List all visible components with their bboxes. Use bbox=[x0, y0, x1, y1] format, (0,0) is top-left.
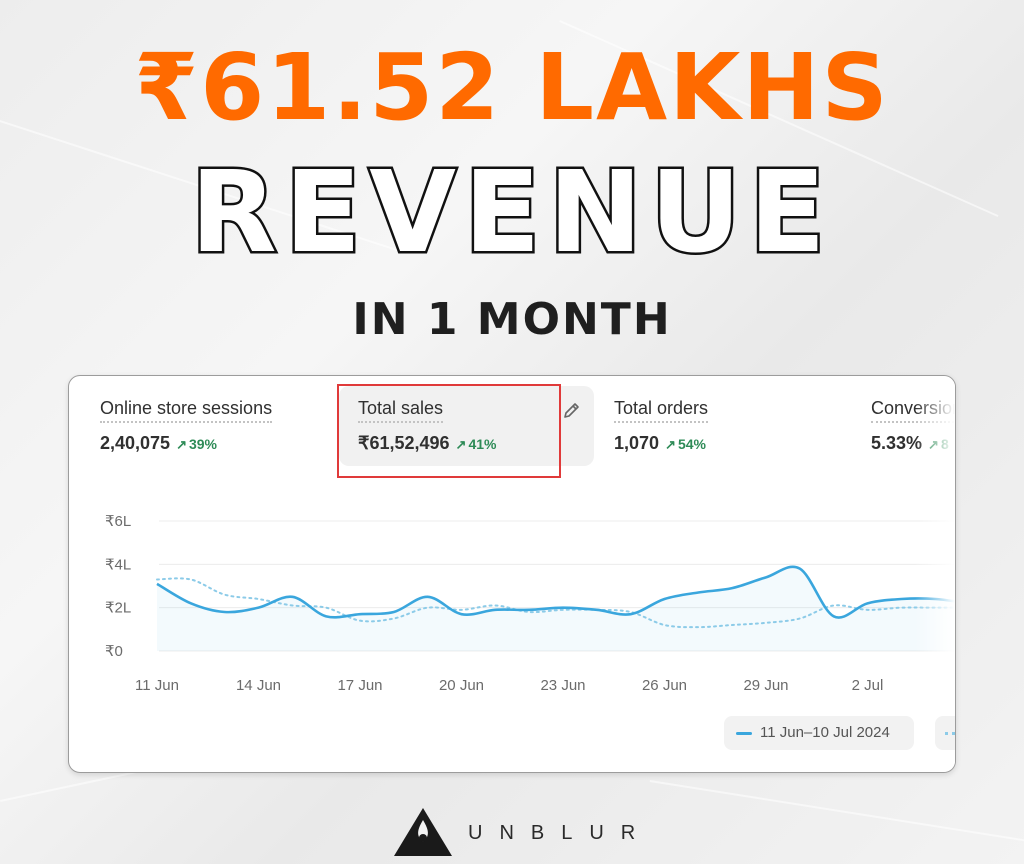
metric-value: ₹61,52,496 ↗ 41% bbox=[358, 433, 496, 454]
y-tick-label: ₹4L bbox=[105, 556, 131, 573]
metric-change: ↗ 54% bbox=[665, 436, 706, 452]
total-sales-highlight-box bbox=[337, 384, 561, 478]
unblur-logo-icon bbox=[394, 808, 452, 856]
x-tick-label: 23 Jun bbox=[540, 677, 585, 694]
x-tick-label: 14 Jun bbox=[236, 677, 281, 694]
chart-series bbox=[156, 565, 955, 651]
y-tick-label: ₹2L bbox=[105, 600, 131, 617]
metric-label: Total orders bbox=[614, 398, 709, 423]
legend-solid-line-icon bbox=[736, 732, 752, 735]
metric-value: 1,070 ↗ 54% bbox=[614, 433, 706, 454]
headline-word: REVENUE bbox=[188, 148, 834, 278]
selected-metric-background bbox=[339, 386, 594, 466]
legend-label: 11 Jun–10 Jul 2024 bbox=[760, 724, 890, 741]
sales-line-chart: ₹6L ₹4L ₹2L ₹0 11 Jun 14 Jun 17 Jun 20 Jun 23 J… bbox=[105, 513, 955, 694]
metric-label: Total sales bbox=[358, 398, 444, 423]
metric-change-text: 41% bbox=[468, 436, 497, 452]
paper-crease bbox=[649, 780, 1024, 842]
metric-change: ↗ 39% bbox=[176, 436, 217, 452]
analytics-card: Online store sessions 2,40,075 ↗ 39% Total… bbox=[68, 375, 956, 773]
headline-period: IN 1 MONTH bbox=[352, 294, 672, 345]
metric-change-text: 54% bbox=[677, 436, 706, 452]
metric-value-text: 1,070 bbox=[614, 433, 660, 453]
x-axis-ticks: 11 Jun 14 Jun 17 Jun 20 Jun 23 Jun 26 Jun 29 J… bbox=[135, 677, 883, 694]
arrow-up-right-icon: ↗ bbox=[665, 437, 676, 452]
x-tick-label: 26 Jun bbox=[642, 677, 687, 694]
metric-change: ↗ 41% bbox=[456, 436, 497, 452]
x-tick-label: 2 Jul bbox=[852, 677, 884, 694]
metric-value: 2,40,075 ↗ 39% bbox=[100, 433, 217, 454]
y-tick-label: ₹0 bbox=[105, 643, 123, 660]
headline-amount: ₹61.52 LAKHS bbox=[134, 34, 890, 141]
series-line-previous bbox=[156, 577, 955, 629]
y-axis-ticks: ₹6L ₹4L ₹2L ₹0 bbox=[105, 513, 131, 660]
metric-change-text: 39% bbox=[188, 436, 218, 452]
pencil-icon[interactable] bbox=[562, 400, 582, 420]
scroll-fade bbox=[915, 376, 955, 772]
metric-label: Online store sessions bbox=[100, 398, 273, 423]
x-tick-label: 11 Jun bbox=[135, 677, 179, 694]
brand-name: UNBLUR bbox=[468, 822, 653, 844]
legend-current-period[interactable]: 11 Jun–10 Jul 2024 bbox=[724, 716, 914, 750]
arrow-up-right-icon: ↗ bbox=[176, 437, 187, 452]
arrow-up-right-icon: ↗ bbox=[455, 437, 467, 452]
legend-dotted-line-icon bbox=[945, 732, 955, 735]
series-line-current bbox=[156, 565, 955, 619]
x-tick-label: 20 Jun bbox=[439, 677, 484, 694]
x-tick-label: 17 Jun bbox=[337, 677, 382, 694]
legend-previous-period[interactable] bbox=[935, 716, 955, 750]
metric-value-text: 5.33% bbox=[871, 433, 923, 453]
metric-value-text: 2,40,075 bbox=[100, 433, 171, 453]
metric-value-text: ₹61,52,496 bbox=[358, 433, 450, 453]
x-tick-label: 29 Jun bbox=[743, 677, 788, 694]
y-tick-label: ₹6L bbox=[105, 513, 131, 530]
brand-logo: UNBLUR bbox=[390, 800, 650, 860]
